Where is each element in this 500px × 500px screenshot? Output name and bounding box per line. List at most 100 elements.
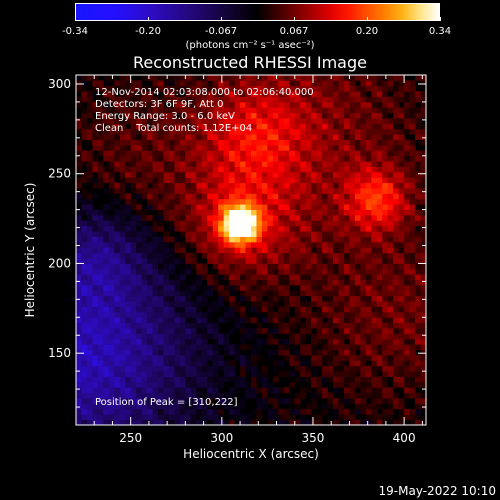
- heatmap-cell: [207, 161, 214, 167]
- heatmap-cell: [322, 231, 328, 237]
- heatmap-cell: [245, 220, 252, 227]
- heatmap-cell: [136, 344, 143, 351]
- heatmap-cell: [343, 91, 350, 97]
- heatmap-cell: [300, 91, 307, 97]
- heatmap-cell: [141, 118, 148, 124]
- heatmap-cell: [338, 198, 345, 205]
- heatmap-cell: [404, 306, 410, 313]
- heatmap-cell: [365, 188, 372, 194]
- heatmap-cell: [261, 188, 268, 194]
- heatmap-cell: [212, 96, 219, 103]
- heatmap-cell: [300, 150, 307, 157]
- heatmap-cell: [229, 258, 235, 264]
- heatmap-cell: [278, 198, 285, 205]
- heatmap-cell: [97, 403, 104, 410]
- heatmap-cell: [278, 96, 285, 103]
- heatmap-cell: [343, 311, 350, 318]
- heatmap-cell: [371, 155, 378, 162]
- heatmap-cell: [245, 161, 252, 167]
- heatmap-cell: [267, 145, 274, 151]
- heatmap-cell: [174, 101, 181, 108]
- heatmap-cell: [251, 166, 257, 173]
- heatmap-cell: [289, 263, 296, 270]
- heatmap-cell: [168, 215, 175, 221]
- heatmap-cell: [376, 123, 383, 130]
- heatmap-cell: [283, 155, 290, 162]
- heatmap-cell: [349, 301, 356, 307]
- heatmap-cell: [212, 392, 219, 399]
- heatmap-cell: [371, 193, 378, 200]
- heatmap-cell: [201, 365, 208, 372]
- heatmap-cell: [376, 139, 383, 146]
- heatmap-cell: [223, 419, 230, 425]
- heatmap-cell: [256, 252, 263, 259]
- heatmap-cell: [267, 177, 274, 184]
- heatmap-cell: [240, 376, 246, 383]
- heatmap-cell: [240, 96, 246, 103]
- heatmap-cell: [398, 161, 405, 167]
- heatmap-cell: [311, 215, 318, 221]
- heatmap-cell: [409, 241, 416, 248]
- heatmap-cell: [327, 166, 334, 173]
- heatmap-cell: [415, 198, 421, 205]
- heatmap-cell: [261, 403, 268, 410]
- heatmap-cell: [398, 344, 405, 351]
- heatmap-cell: [168, 322, 175, 329]
- heatmap-cell: [103, 91, 110, 97]
- heatmap-cell: [174, 145, 181, 151]
- heatmap-cell: [338, 365, 345, 372]
- heatmap-cell: [234, 155, 241, 162]
- heatmap-cell: [125, 344, 132, 351]
- heatmap-cell: [218, 91, 225, 97]
- heatmap-cell: [294, 311, 301, 318]
- heatmap-cell: [240, 80, 246, 87]
- heatmap-cell: [125, 91, 132, 97]
- heatmap-cell: [409, 204, 416, 211]
- heatmap-cell: [420, 371, 426, 377]
- heatmap-cell: [311, 241, 318, 248]
- heatmap-cell: [92, 365, 99, 372]
- heatmap-cell: [343, 85, 350, 92]
- heatmap-cell: [168, 155, 175, 162]
- heatmap-cell: [354, 198, 361, 205]
- heatmap-cell: [130, 376, 137, 383]
- heatmap-cell: [147, 392, 153, 399]
- heatmap-cell: [283, 112, 290, 119]
- heatmap-cell: [158, 258, 164, 264]
- heatmap-cell: [322, 333, 328, 340]
- heatmap-cell: [261, 306, 268, 313]
- heatmap-cell: [103, 139, 110, 146]
- heatmap-cell: [343, 198, 350, 205]
- heatmap-cell: [365, 75, 372, 81]
- heatmap-cell: [338, 252, 345, 259]
- heatmap-cell: [343, 392, 350, 399]
- heatmap-cell: [196, 306, 203, 313]
- heatmap-cell: [141, 220, 148, 227]
- heatmap-cell: [294, 355, 301, 361]
- heatmap-cell: [305, 193, 312, 200]
- heatmap-cell: [327, 236, 334, 243]
- heatmap-cell: [305, 236, 312, 243]
- heatmap-cell: [108, 344, 115, 351]
- heatmap-cell: [229, 419, 235, 425]
- heatmap-cell: [229, 414, 235, 421]
- heatmap-cell: [108, 322, 115, 329]
- heatmap-cell: [371, 258, 378, 264]
- heatmap-cell: [125, 355, 132, 361]
- heatmap-cell: [360, 365, 367, 372]
- heatmap-cell: [354, 182, 361, 189]
- heatmap-cell: [130, 355, 137, 361]
- heatmap-cell: [196, 241, 203, 248]
- heatmap-cell: [338, 85, 345, 92]
- heatmap-cell: [365, 236, 372, 243]
- heatmap-cell: [267, 285, 274, 291]
- heatmap-cell: [114, 349, 121, 356]
- heatmap-cell: [168, 247, 175, 254]
- heatmap-cell: [404, 177, 410, 184]
- heatmap-cell: [338, 220, 345, 227]
- heatmap-cell: [409, 279, 416, 286]
- heatmap-cell: [97, 145, 104, 151]
- heatmap-cell: [349, 225, 356, 232]
- heatmap-cell: [136, 155, 143, 162]
- heatmap-cell: [114, 419, 121, 425]
